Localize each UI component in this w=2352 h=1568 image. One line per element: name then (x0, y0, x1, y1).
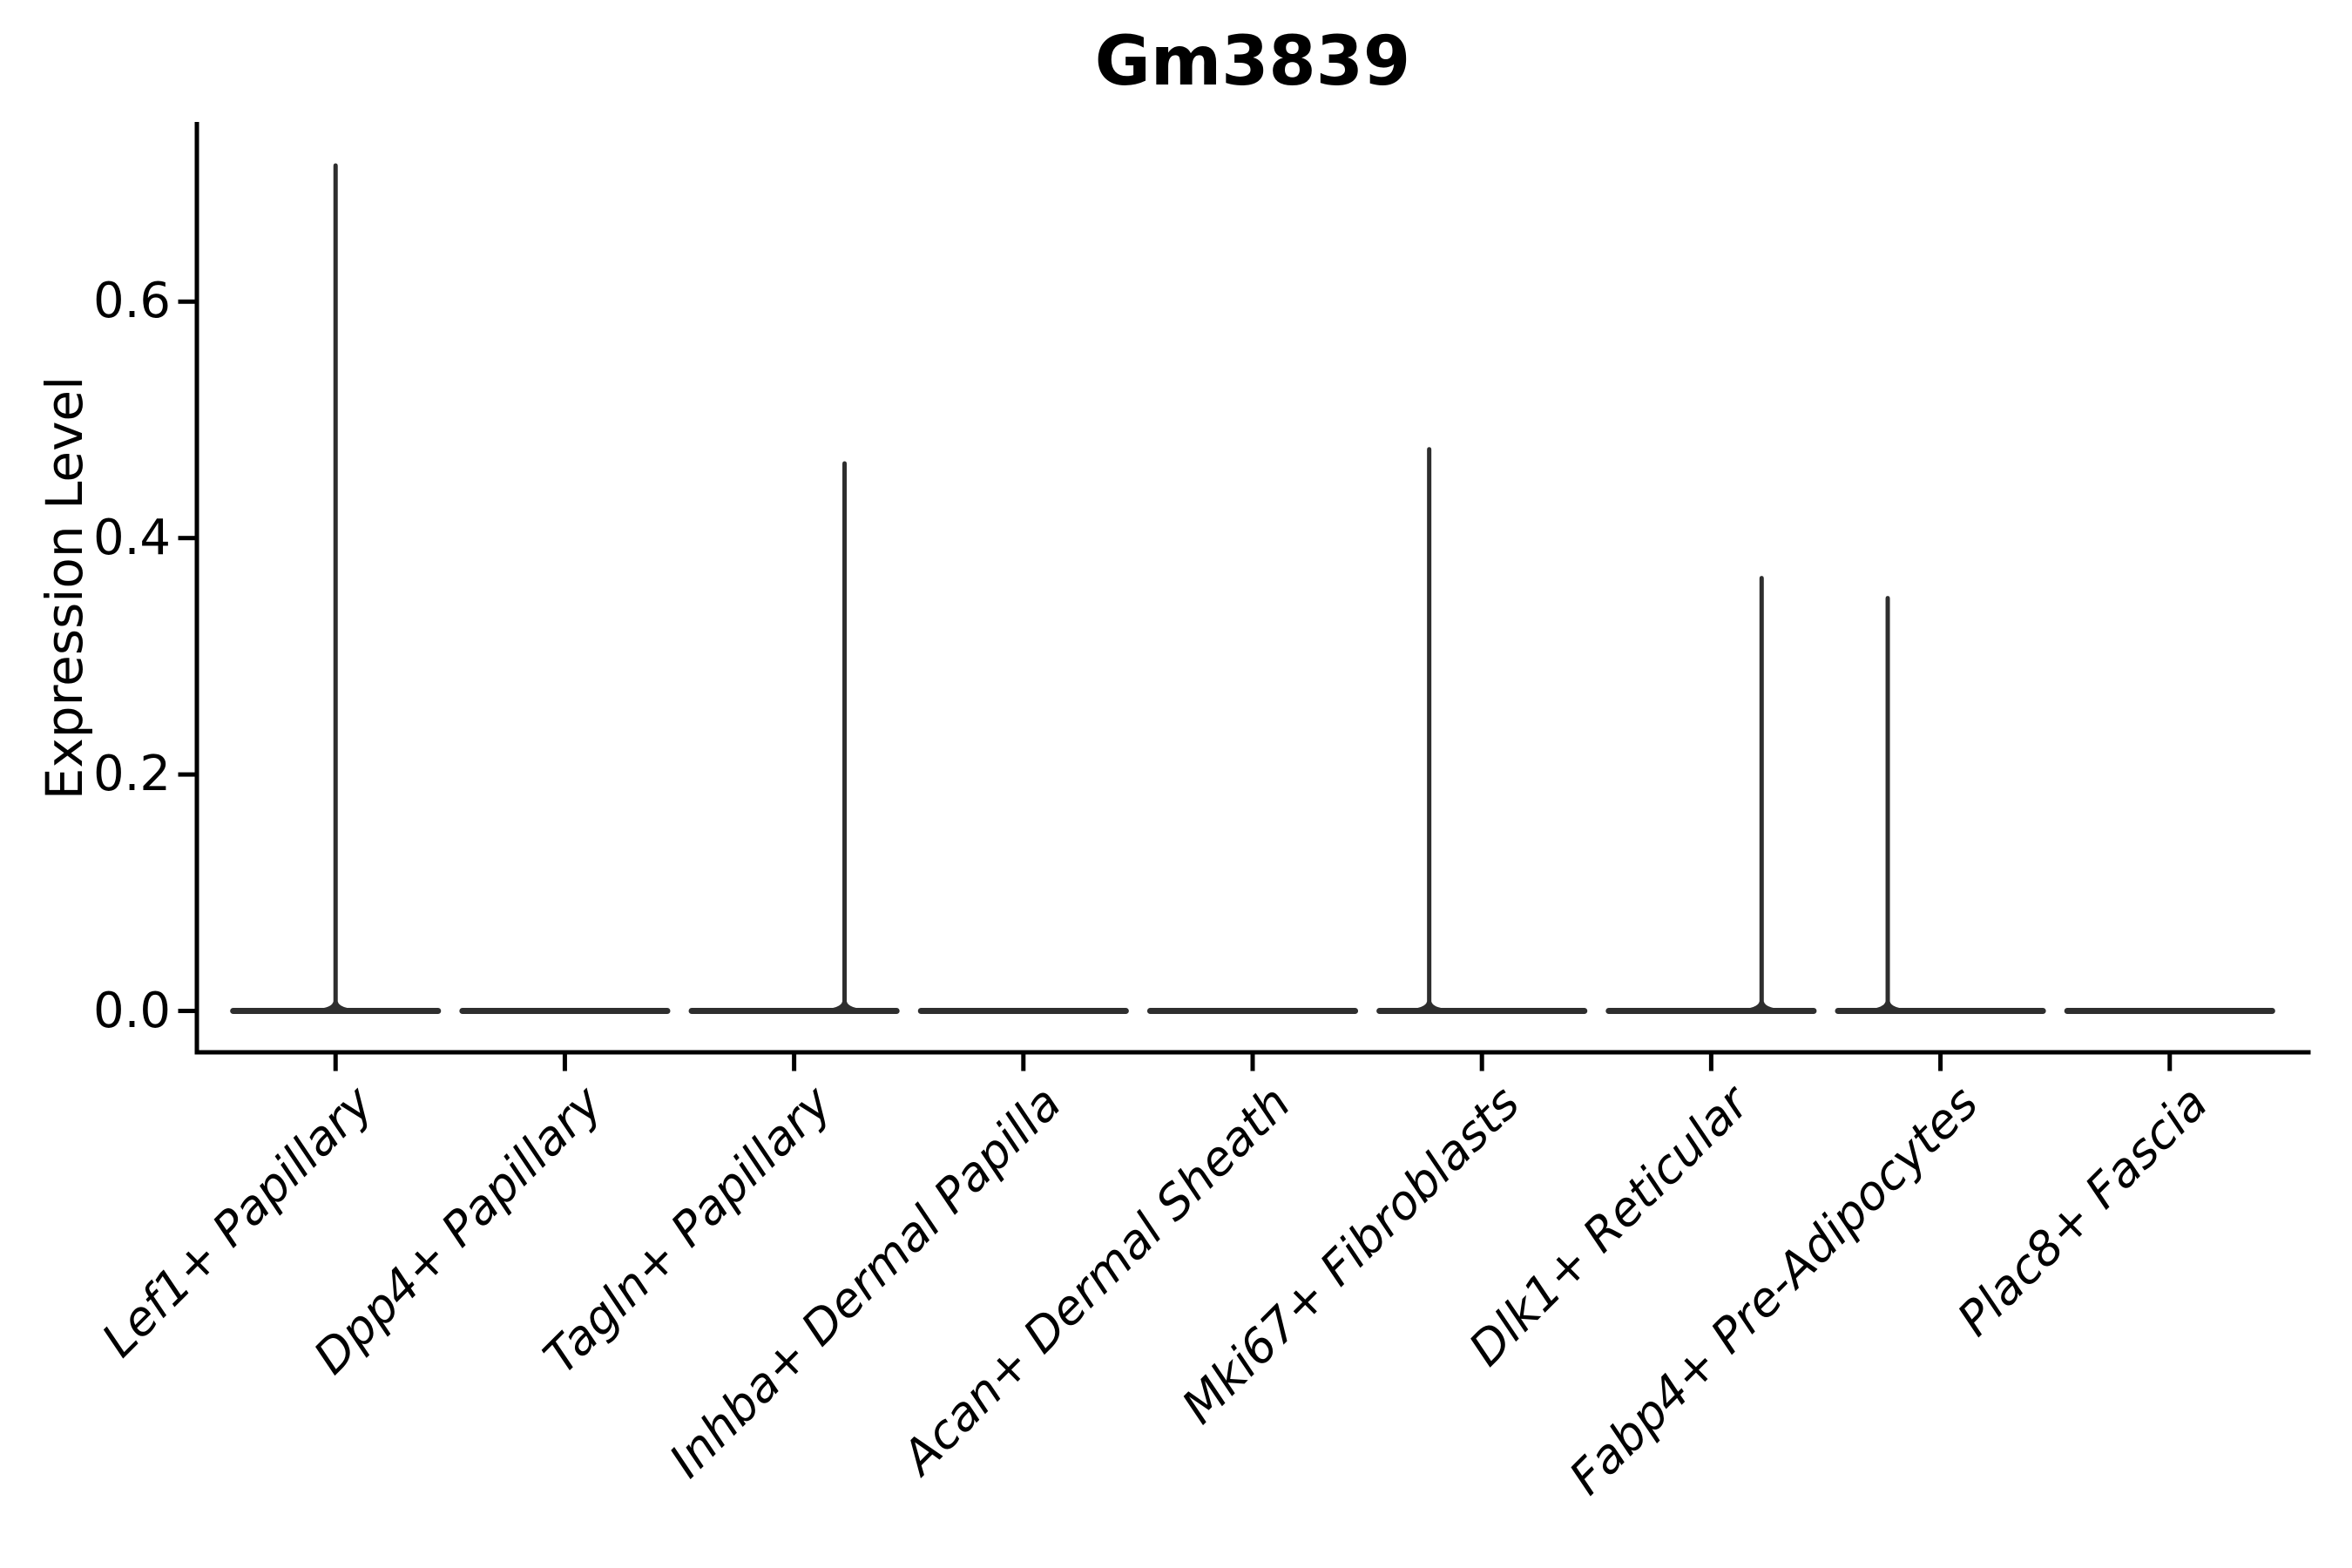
x-tick-mark (1708, 1054, 1713, 1071)
violin-base (2064, 1008, 2275, 1015)
y-tick-label: 0.2 (92, 746, 171, 803)
violin-spike (1865, 596, 1911, 1012)
violin-spike (1739, 576, 1785, 1012)
y-tick-mark (178, 1009, 195, 1014)
y-tick-mark (178, 299, 195, 304)
y-tick-mark (178, 536, 195, 541)
violin-spike (1406, 447, 1452, 1012)
violin-spike (313, 163, 359, 1012)
violin-base (459, 1008, 671, 1015)
x-tick-mark (1938, 1054, 1943, 1071)
x-tick-mark (333, 1054, 338, 1071)
chart-title: Gm3839 (1094, 23, 1411, 101)
y-tick-label: 0.4 (92, 509, 171, 566)
y-tick-label: 0.0 (92, 982, 171, 1039)
x-tick-mark (1250, 1054, 1255, 1071)
violin-base (688, 1008, 900, 1015)
y-tick-label: 0.6 (92, 273, 171, 330)
violin-base (1605, 1008, 1817, 1015)
x-axis-spine (194, 1050, 2311, 1055)
x-tick-mark (1479, 1054, 1484, 1071)
x-tick-mark (562, 1054, 567, 1071)
x-tick-mark (2167, 1054, 2173, 1071)
violin-spike (821, 461, 868, 1012)
y-axis-spine (194, 122, 199, 1055)
x-tick-mark (792, 1054, 797, 1071)
x-tick-mark (1021, 1054, 1026, 1071)
y-tick-mark (178, 772, 195, 777)
violin-base (917, 1008, 1129, 1015)
violin-base (1146, 1008, 1359, 1015)
